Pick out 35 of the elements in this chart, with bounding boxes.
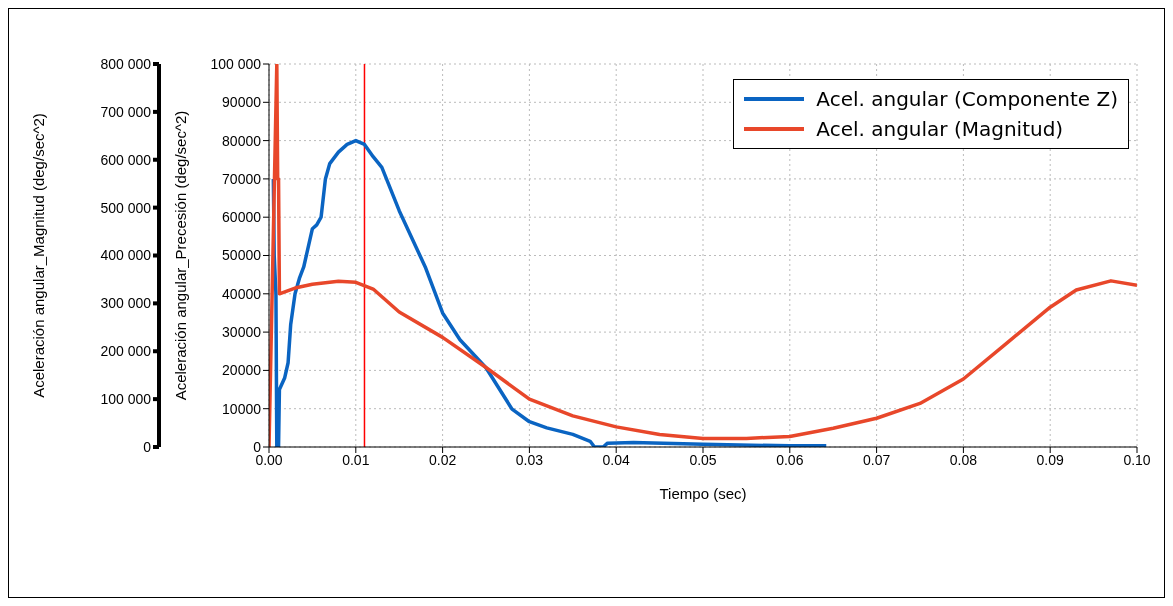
legend-label: Acel. angular (Magnitud) bbox=[816, 116, 1064, 143]
y2-tick-label: 400 000 bbox=[100, 247, 152, 264]
y2-tick-label: 800 000 bbox=[100, 55, 152, 72]
y-tick-label: 60000 bbox=[222, 209, 262, 226]
y-tick-label: 80000 bbox=[222, 132, 262, 149]
x-tick-label: 0.09 bbox=[1036, 451, 1065, 468]
y2-axis-title: Aceleración angular_Magnitud (deg/sec^2) bbox=[30, 113, 48, 398]
x-tick-label: 0.07 bbox=[862, 451, 891, 468]
x-tick-label: 0.04 bbox=[602, 451, 631, 468]
y2-tick-label: 0 bbox=[143, 438, 152, 455]
x-tick-label: 0.10 bbox=[1123, 451, 1151, 468]
y-tick-label: 50000 bbox=[222, 247, 262, 264]
y-tick-label: 90000 bbox=[222, 94, 262, 111]
y2-tick-label: 200 000 bbox=[100, 343, 152, 360]
x-tick-label: 0.05 bbox=[689, 451, 717, 468]
x-tick-label: 0.06 bbox=[776, 451, 804, 468]
legend-label: Acel. angular (Componente Z) bbox=[816, 86, 1118, 113]
y2-tick-label: 100 000 bbox=[100, 391, 152, 408]
y2-tick-label: 700 000 bbox=[100, 103, 152, 120]
y-tick-label: 40000 bbox=[222, 285, 262, 302]
y2-tick-label: 600 000 bbox=[100, 151, 152, 168]
x-tick-label: 0.08 bbox=[949, 451, 978, 468]
x-tick-label: 0.03 bbox=[515, 451, 544, 468]
y2-tick-label: 300 000 bbox=[100, 295, 152, 312]
x-tick-label: 0.02 bbox=[428, 451, 457, 468]
y-tick-label: 10000 bbox=[222, 400, 262, 417]
y2-tick-label: 500 000 bbox=[100, 199, 152, 216]
y-tick-label: 70000 bbox=[222, 170, 262, 187]
y-tick-label: 30000 bbox=[222, 324, 262, 341]
y-axis-title: Aceleración angular_Precesión (deg/sec^2) bbox=[172, 110, 190, 401]
x-axis-title: Tiempo (sec) bbox=[659, 485, 747, 502]
y-tick-label: 20000 bbox=[222, 362, 262, 379]
y-tick-label: 100 000 bbox=[210, 55, 262, 72]
x-tick-label: 0.01 bbox=[342, 451, 370, 468]
line-series bbox=[271, 138, 829, 447]
